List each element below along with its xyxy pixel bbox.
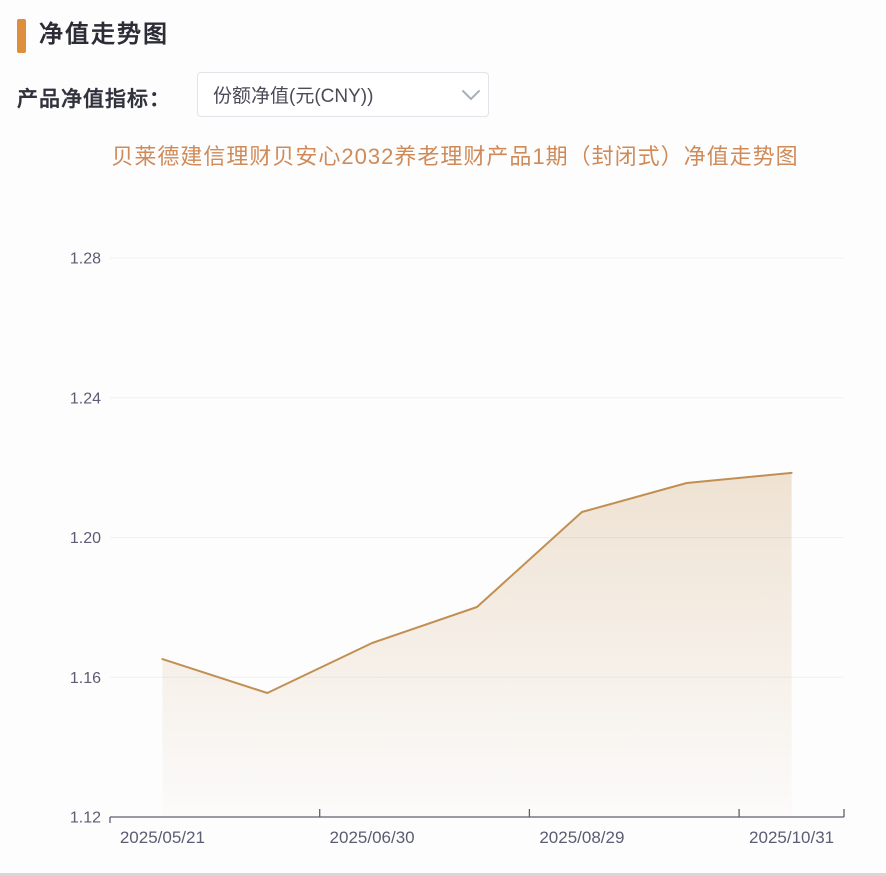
- y-tick-label: 1.28: [70, 251, 101, 268]
- x-tick-label: 2025/06/30: [330, 828, 415, 847]
- section-title: 净值走势图: [39, 21, 169, 48]
- y-tick-label: 1.20: [70, 530, 101, 547]
- page-bottom-edge: [0, 873, 886, 876]
- section-accent-bar: [17, 19, 26, 53]
- chart-line: [161, 471, 793, 694]
- product-metric-label: 产品净值指标：: [17, 88, 171, 111]
- chevron-down-icon: [454, 89, 488, 101]
- chart-area: [162, 472, 792, 817]
- y-tick-label: 1.16: [70, 670, 101, 687]
- y-tick-label: 1.24: [70, 390, 101, 407]
- metric-dropdown-value: 份额净值(元(CNY)): [213, 86, 374, 107]
- metric-dropdown[interactable]: 份额净值(元(CNY)): [197, 72, 489, 117]
- chart-title: 贝莱德建信理财贝安心2032养老理财产品1期（封闭式）净值走势图: [111, 144, 799, 169]
- x-tick-label: 2025/08/29: [539, 828, 624, 847]
- y-tick-label: 1.12: [70, 810, 101, 827]
- x-tick-label: 2025/10/31: [749, 828, 834, 847]
- x-tick-label: 2025/05/21: [120, 828, 205, 847]
